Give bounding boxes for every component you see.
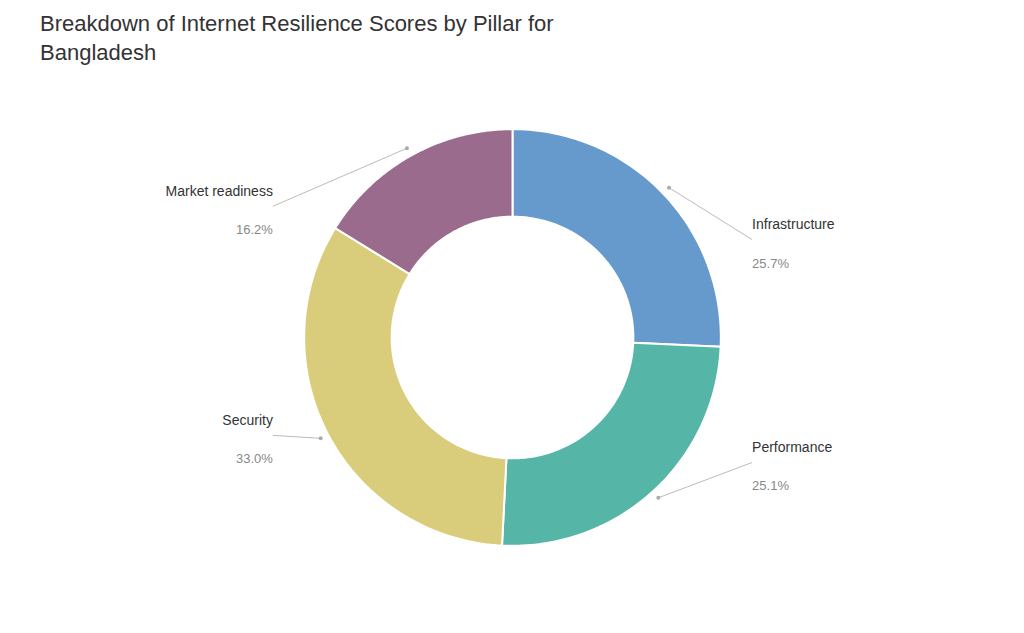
svg-text:Performance: Performance xyxy=(752,439,832,455)
svg-text:Security: Security xyxy=(222,412,273,428)
svg-text:25.7%: 25.7% xyxy=(752,256,789,271)
svg-text:Infrastructure: Infrastructure xyxy=(752,216,835,232)
svg-text:Market readiness: Market readiness xyxy=(166,183,273,199)
html-text:Breakdown of Internet Resilien: Breakdown of Internet Resilience Scores … xyxy=(40,11,554,65)
svg-text:25.1%: 25.1% xyxy=(752,479,789,494)
svg-text:16.2%: 16.2% xyxy=(236,222,273,237)
svg-text:33.0%: 33.0% xyxy=(236,452,273,467)
